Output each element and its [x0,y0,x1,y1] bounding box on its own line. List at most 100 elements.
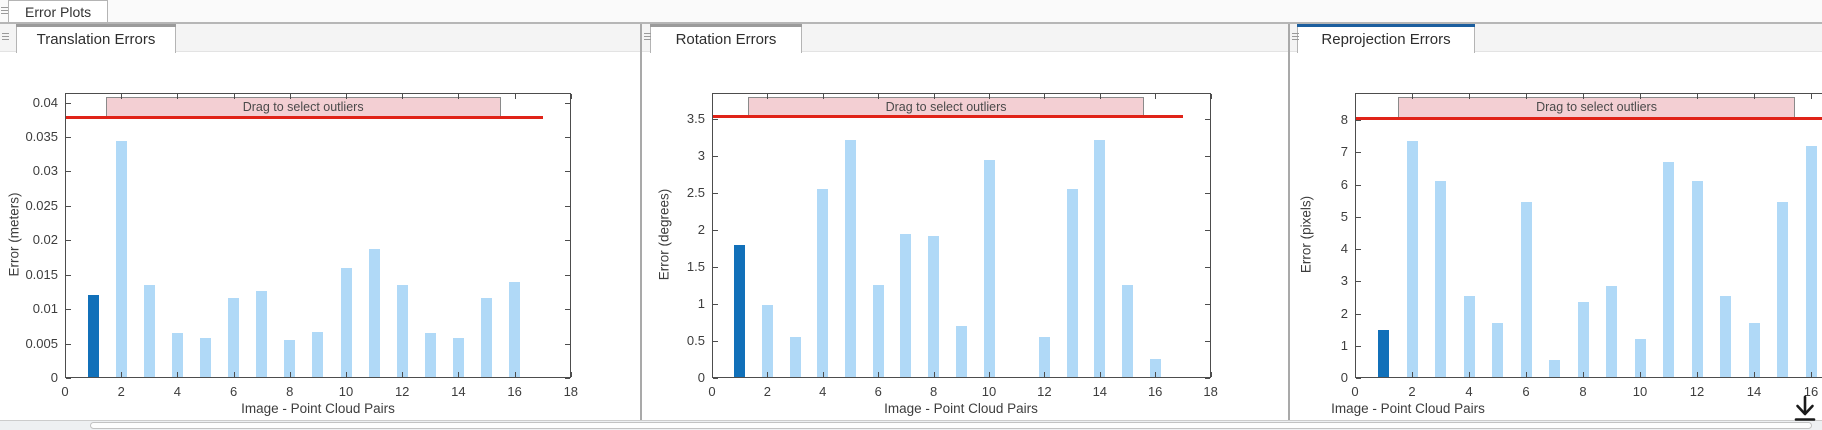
bar-pair-11[interactable] [368,248,380,378]
bar-pair-10[interactable] [1634,339,1646,378]
y-tick [713,340,718,342]
bar-pair-1[interactable] [1378,329,1389,378]
horizontal-scrollbar[interactable] [0,420,1822,430]
y-tick [564,240,570,242]
drag-handle-icon[interactable] [1,5,9,14]
x-tick-label: 14 [1746,384,1762,399]
bar-pair-1[interactable] [87,295,99,378]
scroll-to-bottom-icon[interactable] [1792,394,1818,426]
outlier-drag-banner[interactable]: Drag to select outliers [748,97,1145,116]
x-axis-label: Image - Point Cloud Pairs [241,401,395,416]
bar-pair-5[interactable] [845,139,856,378]
bar-pair-9[interactable] [955,326,967,378]
outlier-drag-banner[interactable]: Drag to select outliers [105,97,501,117]
y-tick [1356,378,1361,379]
bar-pair-9[interactable] [312,331,324,378]
bar-pair-9[interactable] [1606,286,1617,378]
bar-pair-12[interactable] [1691,181,1703,378]
x-tick [233,372,235,377]
y-tick [713,266,718,268]
y-tick [66,137,71,139]
tab-translation-errors[interactable]: Translation Errors [16,24,176,53]
x-tick-label: 2 [117,384,125,399]
bar-pair-11[interactable] [1663,161,1674,378]
threshold-line[interactable] [65,116,543,120]
bar-pair-8[interactable] [928,235,940,378]
bar-pair-8[interactable] [1577,302,1589,378]
bar-pair-14[interactable] [1748,323,1760,378]
bar-pair-14[interactable] [1094,139,1106,378]
bar-pair-13[interactable] [1720,295,1731,378]
bar-pair-15[interactable] [1122,285,1133,378]
figure-drag-handle-icon[interactable] [644,31,652,40]
y-tick-label: 2 [697,221,705,237]
bar-pair-2[interactable] [115,140,127,378]
y-tick [713,229,718,231]
y-tick [66,205,71,207]
x-tick [1210,372,1212,377]
bar-pair-11[interactable] [1011,376,1023,378]
bar-pair-6[interactable] [228,298,240,378]
y-tick [564,274,570,276]
bar-pair-16[interactable] [1149,359,1161,378]
y-tick-label: 0 [50,370,58,385]
bar-pair-16[interactable] [1805,145,1817,378]
bar-pair-6[interactable] [1520,202,1532,378]
bar-pair-14[interactable] [452,338,464,378]
bar-pair-7[interactable] [1549,360,1560,378]
panel-splitter[interactable] [640,24,642,420]
x-tick [458,372,460,377]
bar-pair-12[interactable] [1038,336,1050,378]
x-tick [289,94,291,99]
x-tick [1526,94,1527,99]
bar-pair-2[interactable] [1406,141,1418,378]
bar-pair-8[interactable] [284,340,296,378]
x-tick-label: 18 [1203,384,1218,399]
outlier-drag-banner[interactable]: Drag to select outliers [1397,97,1796,117]
bar-pair-2[interactable] [761,305,773,378]
x-tick [402,372,404,377]
bar-pair-10[interactable] [340,267,352,378]
bar-pair-16[interactable] [509,281,521,378]
threshold-line[interactable] [1355,116,1822,120]
bar-pair-10[interactable] [983,159,995,378]
tab-reprojection-errors[interactable]: Reprojection Errors [1297,24,1475,53]
bar-pair-3[interactable] [143,285,155,378]
x-tick [233,94,235,99]
tab-error-plots[interactable]: Error Plots [8,0,109,22]
bar-pair-5[interactable] [1492,323,1503,378]
x-tick-label: 12 [1037,384,1052,399]
y-axis-label: Error (pixels) [1298,195,1314,274]
bar-pair-5[interactable] [200,338,211,378]
y-tick [66,274,71,276]
bar-pair-6[interactable] [872,285,884,378]
bar-pair-15[interactable] [1777,202,1788,378]
bar-pair-13[interactable] [1066,189,1078,378]
tab-rotation-errors[interactable]: Rotation Errors [650,24,802,53]
x-tick-label: 6 [229,384,238,399]
bar-pair-4[interactable] [171,333,183,378]
bar-pair-12[interactable] [396,285,408,378]
figure-drag-handle-icon[interactable] [2,31,10,40]
y-tick [66,343,71,345]
threshold-line[interactable] [712,115,1183,119]
bar-pair-4[interactable] [1463,295,1475,378]
bar-pair-3[interactable] [1435,181,1446,378]
x-tick-label: 10 [981,384,997,399]
x-tick-label: 6 [1522,384,1530,399]
panel-splitter[interactable] [1288,24,1290,420]
bar-pair-15[interactable] [481,298,492,378]
y-tick-label: 0.01 [32,301,58,317]
bar-pair-4[interactable] [817,189,829,378]
bar-pair-1[interactable] [734,244,746,378]
bar-pair-7[interactable] [900,233,912,378]
x-tick-label: 10 [338,384,354,399]
horizontal-scrollbar-thumb[interactable] [90,422,1812,429]
y-tick-label: 0.03 [32,163,58,179]
bar-pair-7[interactable] [256,291,268,378]
bar-pair-3[interactable] [789,336,801,378]
bar-pair-13[interactable] [424,333,436,378]
tabbar-divider [0,22,1822,24]
figure-drag-handle-icon[interactable] [1292,31,1300,40]
